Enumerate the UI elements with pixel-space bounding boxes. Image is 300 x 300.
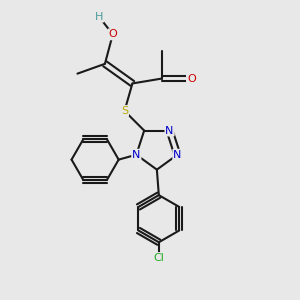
Text: Cl: Cl [153, 253, 164, 263]
Text: O: O [187, 74, 196, 83]
Text: N: N [132, 150, 140, 160]
Text: N: N [165, 126, 174, 136]
Text: O: O [108, 29, 117, 39]
Text: H: H [95, 12, 103, 22]
Text: S: S [121, 106, 128, 116]
Text: N: N [173, 150, 182, 160]
